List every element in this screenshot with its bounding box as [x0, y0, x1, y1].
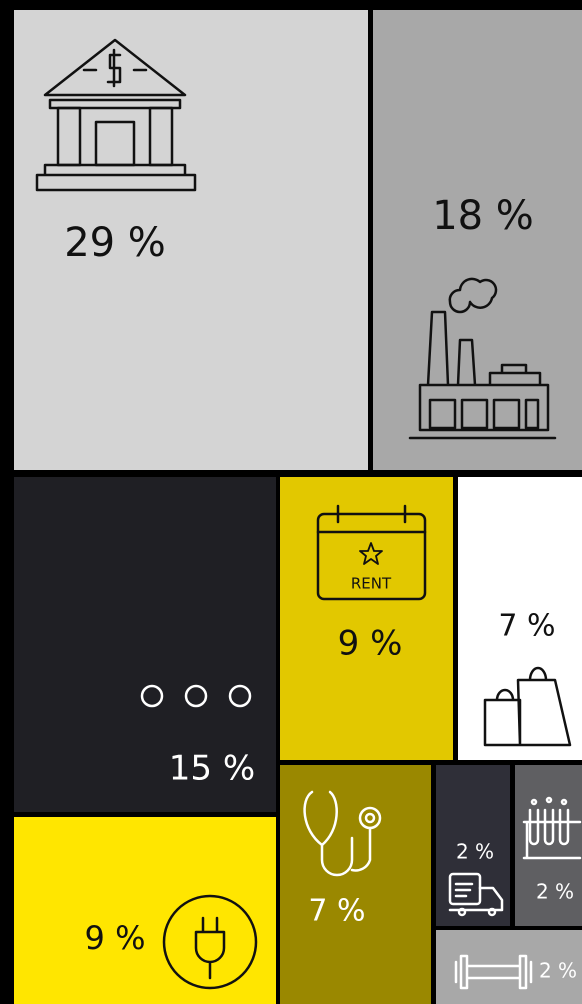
cells: 29 % 18 % 15 % 9 % 7 % 9 % 7 % 2 % 2 % 2 % [14, 10, 582, 1004]
cell [14, 10, 368, 470]
icons: RENT [35, 38, 582, 990]
bank-icon [35, 38, 197, 192]
bags-icon [483, 666, 572, 747]
cell [14, 477, 276, 812]
calendar-text: RENT [351, 575, 392, 593]
calendar-icon [316, 504, 427, 601]
more-icon [140, 684, 252, 708]
factory-icon [408, 277, 557, 440]
value-label: 7 % [498, 609, 555, 644]
cell [280, 477, 453, 760]
value-label: 9 % [338, 624, 403, 664]
value-label: 15 % [169, 749, 255, 789]
value-label: 2 % [536, 880, 574, 904]
lab-icon [522, 796, 582, 860]
truck-icon [448, 872, 504, 917]
plug-icon [162, 894, 258, 990]
dumbbell-icon [454, 954, 533, 990]
cell [280, 765, 431, 1004]
cell [436, 765, 510, 926]
cell [14, 817, 276, 1004]
value-label: 18 % [432, 193, 534, 239]
value-label: 9 % [85, 919, 146, 957]
value-label: 29 % [64, 220, 166, 266]
value-label: 2 % [456, 840, 494, 864]
stethoscope-icon [303, 790, 382, 877]
value-label: 7 % [308, 894, 365, 929]
value-label: 2 % [539, 959, 577, 983]
